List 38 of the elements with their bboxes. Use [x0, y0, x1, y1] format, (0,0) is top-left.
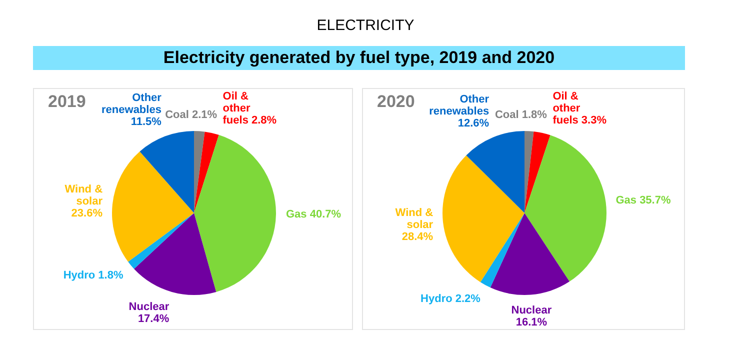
pie-slice: [194, 132, 219, 213]
pie-slice: [442, 155, 524, 282]
text: Electricity generated by fuel type, 2019 and 2020: [33, 46, 685, 70]
pie-slice: [194, 134, 276, 292]
slice-label: Wind & solar: [395, 207, 434, 232]
slice-label: Other renewables: [429, 93, 490, 118]
pie-slice: [524, 132, 550, 213]
chart-title: 2020: [377, 92, 415, 112]
pie-slice: [490, 213, 570, 295]
pie-slice: [112, 152, 194, 262]
data-label: 12.6%: [458, 117, 490, 130]
pie-slice: [480, 213, 524, 288]
pie-slice: [466, 131, 524, 213]
pie-slice: [134, 213, 216, 295]
data-label: 16.1%: [516, 316, 548, 329]
pie-slice: [128, 213, 194, 269]
data-label: 17.4%: [138, 313, 170, 326]
slice-label: Coal 2.1%: [165, 109, 218, 122]
pie-slice: [194, 131, 205, 213]
slice-label: Gas 40.7%: [286, 208, 342, 221]
slice-label: Hydro 2.2%: [420, 293, 481, 306]
slice-label: Gas 35.7%: [616, 194, 671, 206]
slice-label: Oil & other fuels 3.3%: [552, 90, 607, 126]
slice-label: Other renewables: [102, 92, 162, 116]
pie-slice: [524, 131, 534, 213]
slice-label: Nuclear: [511, 304, 552, 317]
data-label: 28.4%: [402, 231, 434, 244]
slice-label: Oil & other fuels 2.8%: [222, 90, 277, 127]
pie-slice: [140, 131, 194, 213]
chart-title: 2019: [48, 92, 86, 112]
slice-label: Hydro 1.8%: [63, 270, 124, 282]
text: ELECTRICITY: [316, 17, 416, 34]
slice-label: Coal 1.8%: [494, 109, 548, 122]
data-label: 23.6%: [71, 207, 103, 220]
pie-slice: [524, 135, 606, 282]
slice-label: Wind & solar: [64, 183, 104, 208]
data-label: 11.5%: [130, 116, 162, 128]
slice-label: Nuclear: [128, 301, 170, 314]
